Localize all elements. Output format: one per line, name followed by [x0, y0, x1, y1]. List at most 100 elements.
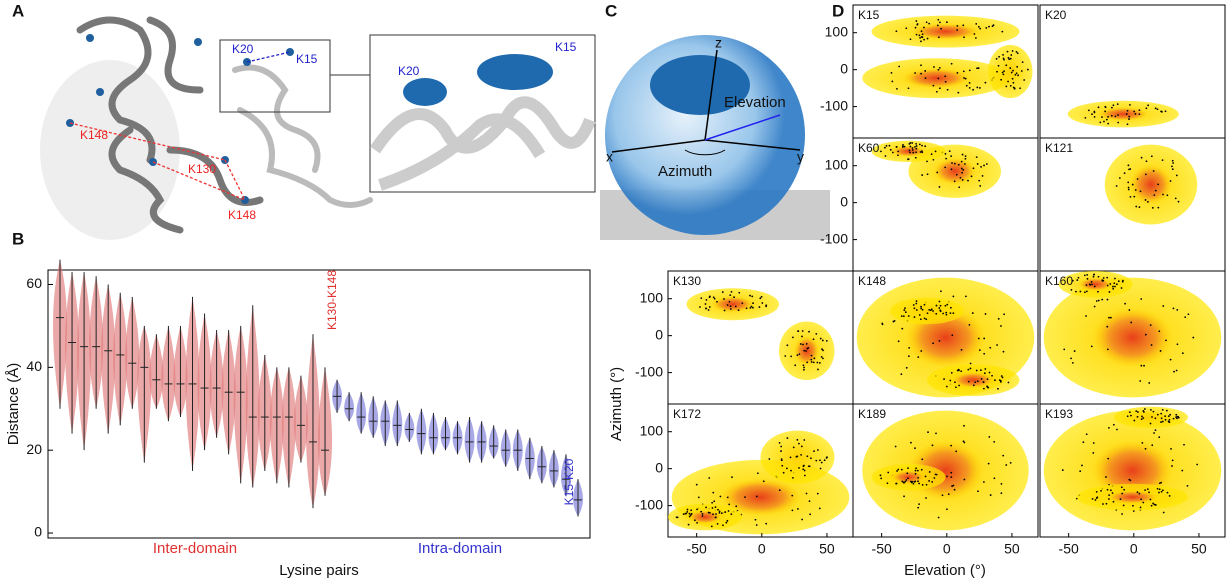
- sample-dot: [819, 459, 821, 462]
- sample-dot: [944, 75, 947, 78]
- sample-dot: [714, 516, 717, 519]
- sample-dot: [972, 167, 975, 170]
- sample-dot: [1149, 422, 1152, 425]
- sample-dot: [801, 518, 804, 521]
- sample-dot: [1083, 291, 1086, 294]
- sample-dot: [782, 471, 785, 474]
- sample-dot: [963, 36, 965, 39]
- sample-dot: [723, 298, 725, 300]
- sample-dot: [911, 149, 914, 151]
- sample-dot: [821, 339, 824, 342]
- sample-dot: [701, 515, 704, 517]
- sample-dot: [1079, 290, 1082, 293]
- sample-dot: [915, 20, 918, 22]
- sample-dot: [696, 508, 698, 511]
- sample-dot: [908, 149, 911, 152]
- sample-dot: [759, 297, 762, 300]
- sample-dot: [902, 315, 905, 317]
- sample-dot: [967, 380, 970, 383]
- sample-dot: [932, 84, 935, 87]
- sample-dot: [754, 518, 757, 521]
- sample-dot: [1116, 428, 1118, 431]
- sample-dot: [1090, 281, 1093, 283]
- sample-dot: [932, 342, 935, 345]
- sample-dot: [998, 55, 1000, 58]
- sample-dot: [938, 186, 941, 188]
- panel-name: K160: [1045, 274, 1073, 288]
- sample-dot: [730, 290, 733, 293]
- sample-dot: [953, 162, 956, 165]
- x-tick-label: 0: [943, 541, 951, 557]
- sample-dot: [694, 519, 696, 522]
- sample-dot: [822, 357, 824, 360]
- sample-dot: [917, 506, 920, 509]
- sample-dot: [744, 496, 746, 499]
- sample-dot: [806, 455, 809, 458]
- sample-dot: [901, 146, 904, 148]
- sample-dot: [1158, 330, 1161, 333]
- sample-dot: [935, 90, 938, 93]
- sample-dot: [908, 346, 911, 349]
- sample-dot: [1119, 498, 1122, 501]
- sample-dot: [963, 478, 966, 481]
- sample-dot: [1084, 116, 1087, 119]
- sample-dot: [686, 508, 689, 511]
- annotation: K130-K148: [325, 270, 339, 330]
- sample-dot: [897, 340, 900, 343]
- sample-dot: [1101, 280, 1104, 282]
- sample-dot: [1118, 177, 1121, 179]
- sample-dot: [1000, 492, 1003, 495]
- sample-dot: [1126, 415, 1129, 418]
- sample-dot: [1023, 79, 1026, 81]
- sample-dot: [944, 80, 947, 83]
- sample-dot: [979, 87, 981, 89]
- sample-dot: [724, 511, 727, 513]
- sample-dot: [1147, 104, 1149, 107]
- sample-dot: [682, 513, 685, 516]
- sample-dot: [959, 176, 962, 179]
- x-tick-label: -50: [1059, 541, 1079, 557]
- sample-dot: [796, 455, 799, 458]
- sample-dot: [991, 374, 993, 377]
- sample-dot: [1134, 189, 1137, 191]
- sample-dot: [1144, 447, 1147, 450]
- sample-dot: [760, 295, 763, 298]
- sample-dot: [1160, 490, 1163, 493]
- sample-dot: [916, 469, 919, 472]
- sample-dot: [909, 38, 912, 41]
- sample-dot: [930, 153, 933, 156]
- sample-dot: [1151, 416, 1153, 418]
- sample-dot: [1158, 488, 1161, 491]
- sample-dot: [790, 469, 792, 472]
- density-panel: K193: [1039, 403, 1226, 538]
- sample-dot: [995, 57, 998, 60]
- sample-dot: [803, 474, 806, 477]
- sample-dot: [946, 475, 948, 478]
- sample-dot: [952, 484, 955, 487]
- sample-dot: [916, 23, 919, 26]
- sample-dot: [1123, 172, 1126, 175]
- sample-dot: [1097, 106, 1100, 109]
- sample-dot: [1152, 170, 1155, 172]
- sample-dot: [963, 77, 965, 79]
- sample-dot: [1095, 490, 1098, 493]
- sample-dot: [701, 513, 704, 515]
- sample-dot: [697, 496, 700, 499]
- sample-dot: [938, 87, 941, 90]
- sample-dot: [718, 510, 721, 513]
- sample-dot: [939, 310, 942, 313]
- sample-dot: [1162, 193, 1164, 196]
- sample-dot: [792, 446, 795, 449]
- sample-dot: [1117, 114, 1119, 116]
- sample-dot: [1133, 195, 1136, 198]
- sample-dot: [913, 316, 916, 318]
- density-core: [720, 478, 801, 516]
- sample-dot: [1172, 417, 1175, 420]
- sample-dot: [780, 458, 783, 461]
- sample-dot: [1087, 109, 1090, 112]
- sample-dot: [940, 290, 942, 293]
- sample-dot: [749, 306, 752, 309]
- sample-dot: [915, 33, 918, 36]
- sample-dot: [976, 86, 979, 89]
- sample-dot: [988, 371, 991, 374]
